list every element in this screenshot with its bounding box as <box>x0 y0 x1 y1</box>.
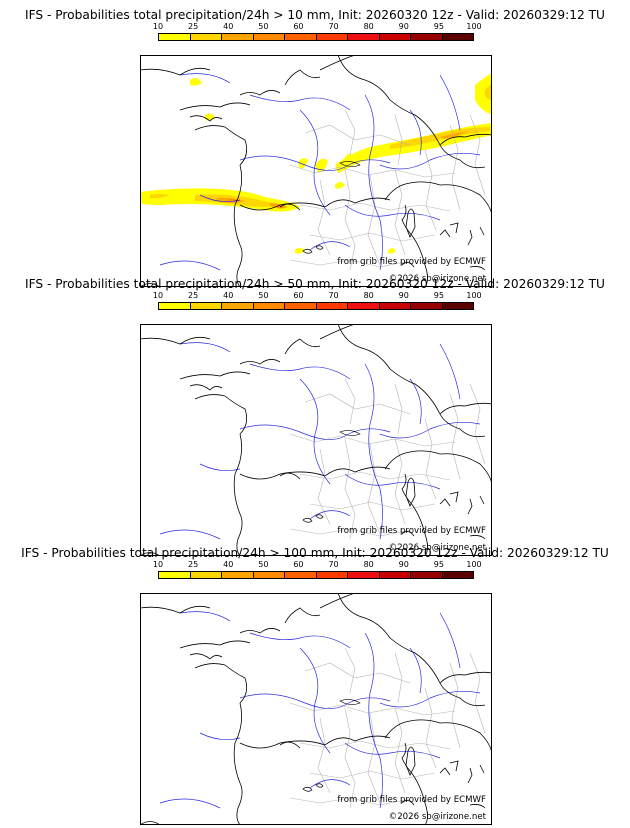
colorbar-tick-label: 100 <box>466 22 482 31</box>
source-credit: from grib files provided by ECMWF <box>337 257 486 267</box>
colorbar-segment <box>411 572 443 578</box>
colorbar-segment <box>190 34 222 40</box>
colorbar-tick-label: 40 <box>223 560 234 569</box>
colorbar-segment <box>190 303 222 309</box>
colorbar-tick-label: 80 <box>363 291 374 300</box>
copyright-credit: ©2026 sb@irizone.net <box>388 543 486 553</box>
colorbar-tick-label: 100 <box>466 560 482 569</box>
colorbar-segment <box>316 572 348 578</box>
colorbar-segment <box>379 34 411 40</box>
panel-title: IFS - Probabilities total precipitation/… <box>21 546 609 560</box>
colorbar-segment <box>222 303 254 309</box>
colorbar-tick-label: 40 <box>223 22 234 31</box>
colorbar-tick-label: 50 <box>258 22 269 31</box>
colorbar-bar <box>158 33 474 41</box>
colorbar-bar <box>158 302 474 310</box>
colorbar-tick-label: 95 <box>433 22 444 31</box>
colorbar-tick-label: 80 <box>363 560 374 569</box>
colorbar-tick-label: 50 <box>258 560 269 569</box>
copyright-credit: ©2026 sb@irizone.net <box>388 274 486 284</box>
panel-title: IFS - Probabilities total precipitation/… <box>25 277 605 291</box>
colorbar-tick-label: 70 <box>328 22 339 31</box>
map-panel-100mm: IFS - Probabilities total precipitation/… <box>0 546 630 825</box>
colorbar-ticks: 10 25 40 50 60 70 80 90 95 100 <box>140 561 492 569</box>
colorbar-tick-label: 25 <box>188 291 199 300</box>
copyright-credit: ©2026 sb@irizone.net <box>388 812 486 822</box>
colorbar-tick-label: 40 <box>223 291 234 300</box>
colorbar-segment <box>411 34 443 40</box>
precip-map: from grib files provided by ECMWF ©2026 … <box>140 593 492 825</box>
map-panel-50mm: IFS - Probabilities total precipitation/… <box>0 277 630 556</box>
colorbar-segment <box>442 34 473 40</box>
colorbar-segment <box>222 34 254 40</box>
colorbar-tick-label: 25 <box>188 22 199 31</box>
colorbar-segment <box>379 303 411 309</box>
source-credit: from grib files provided by ECMWF <box>337 795 486 805</box>
colorbar-tick-label: 70 <box>328 560 339 569</box>
colorbar-tick-label: 60 <box>293 560 304 569</box>
colorbar-ticks: 10 25 40 50 60 70 80 90 95 100 <box>140 292 492 300</box>
colorbar-tick-label: 10 <box>152 22 164 31</box>
colorbar-segment <box>379 572 411 578</box>
colorbar-segment <box>285 572 317 578</box>
colorbar-segment <box>442 572 473 578</box>
colorbar-segment <box>159 572 191 578</box>
map-panel-10mm: IFS - Probabilities total precipitation/… <box>0 8 630 287</box>
colorbar-ticks: 10 25 40 50 60 70 80 90 95 100 <box>140 23 492 31</box>
precip-map: from grib files provided by ECMWF ©2026 … <box>140 324 492 556</box>
colorbar-tick-label: 10 <box>152 291 164 300</box>
colorbar-tick-label: 90 <box>398 560 409 569</box>
colorbar-tick-label: 90 <box>398 22 409 31</box>
colorbar: 10 25 40 50 60 70 80 90 95 100 <box>140 23 492 43</box>
colorbar-segment <box>442 303 473 309</box>
colorbar-segment <box>253 34 285 40</box>
colorbar-tick-label: 90 <box>398 291 409 300</box>
colorbar-segment <box>253 303 285 309</box>
colorbar-segment <box>159 34 191 40</box>
colorbar-tick-label: 10 <box>152 560 164 569</box>
colorbar-tick-label: 50 <box>258 291 269 300</box>
colorbar-tick-label: 95 <box>433 560 444 569</box>
source-credit: from grib files provided by ECMWF <box>337 526 486 536</box>
colorbar-segment <box>159 303 191 309</box>
precip-map: from grib files provided by ECMWF ©2026 … <box>140 55 492 287</box>
colorbar-tick-label: 25 <box>188 560 199 569</box>
colorbar-tick-label: 80 <box>363 22 374 31</box>
panel-title: IFS - Probabilities total precipitation/… <box>25 8 605 22</box>
colorbar: 10 25 40 50 60 70 80 90 95 100 <box>140 561 492 581</box>
colorbar-tick-label: 60 <box>293 291 304 300</box>
colorbar-segment <box>316 34 348 40</box>
colorbar-segment <box>348 34 380 40</box>
colorbar-segment <box>222 572 254 578</box>
colorbar-segment <box>285 34 317 40</box>
colorbar-bar <box>158 571 474 579</box>
colorbar-segment <box>411 303 443 309</box>
colorbar-tick-label: 95 <box>433 291 444 300</box>
colorbar-segment <box>253 572 285 578</box>
colorbar-tick-label: 60 <box>293 22 304 31</box>
colorbar-segment <box>348 303 380 309</box>
colorbar-tick-label: 70 <box>328 291 339 300</box>
colorbar-segment <box>190 572 222 578</box>
colorbar-segment <box>285 303 317 309</box>
colorbar-segment <box>348 572 380 578</box>
colorbar-segment <box>316 303 348 309</box>
colorbar-tick-label: 100 <box>466 291 482 300</box>
colorbar: 10 25 40 50 60 70 80 90 95 100 <box>140 292 492 312</box>
